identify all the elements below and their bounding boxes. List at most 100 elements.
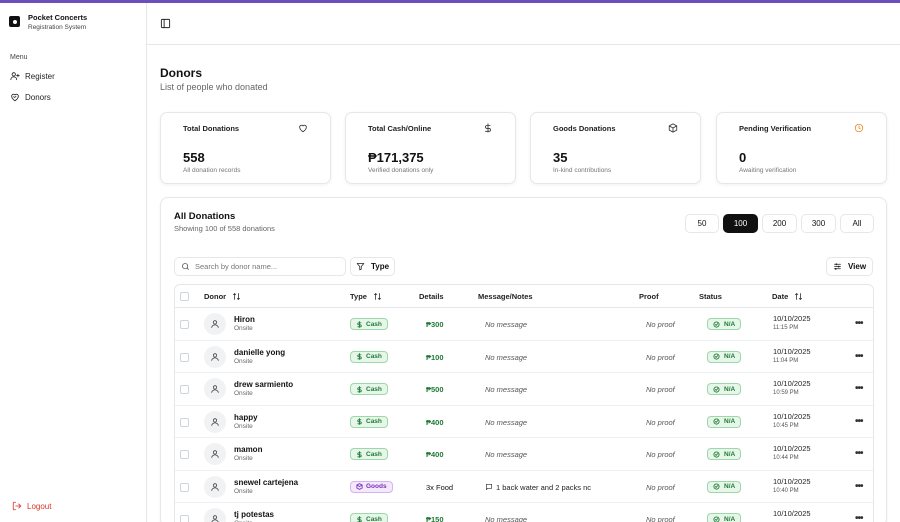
stat-value: 0 <box>739 150 747 165</box>
table-row[interactable]: danielle yong Onsite Cash ₱100 No message No … <box>175 341 873 373</box>
donation-date: 10/10/2025 <box>773 314 811 323</box>
donation-message: No message <box>485 320 528 329</box>
page-size-all-button[interactable]: All <box>840 214 874 233</box>
table-row[interactable]: mamon Onsite Cash ₱400 No message No proof N/A… <box>175 438 873 471</box>
message-icon <box>486 484 492 490</box>
column-header-donor[interactable]: Donor <box>204 292 241 301</box>
view-options-button[interactable]: View <box>826 257 873 276</box>
type-label: Cash <box>366 320 382 328</box>
dollar-icon <box>357 418 362 425</box>
donor-source: Onsite <box>234 325 253 332</box>
page-size-100-button[interactable]: 100 <box>723 214 758 233</box>
proof-status: No proof <box>646 482 675 492</box>
stat-value: 558 <box>183 150 205 165</box>
app-subtitle: Registration System <box>28 24 87 31</box>
table-row[interactable]: snewel cartejena Onsite Goods 3x Food 1 back… <box>175 471 873 503</box>
table-row[interactable]: drew sarmiento Onsite Cash ₱500 No message No… <box>175 373 873 406</box>
row-checkbox[interactable] <box>180 385 189 394</box>
row-checkbox[interactable] <box>180 450 189 459</box>
row-checkbox[interactable] <box>180 352 189 362</box>
check-circle-icon <box>713 515 720 522</box>
panel-subtitle: Showing 100 of 558 donations <box>174 224 275 233</box>
row-checkbox[interactable] <box>180 320 189 329</box>
column-label: Details <box>419 292 444 301</box>
user-icon <box>211 385 219 393</box>
row-checkbox[interactable] <box>180 515 189 522</box>
column-label: Type <box>350 292 367 301</box>
type-label: Cash <box>366 418 382 425</box>
search-icon <box>182 263 189 270</box>
column-header-type[interactable]: Type <box>350 292 382 301</box>
type-label: Cash <box>366 353 382 360</box>
column-header-status: Status <box>699 292 722 301</box>
page-size-300-button[interactable]: 300 <box>801 214 836 233</box>
table-row[interactable]: Hiron Onsite Cash ₱300 No message No proof N/A… <box>175 308 873 341</box>
donor-source: Onsite <box>234 455 253 462</box>
donation-message: No message <box>485 352 528 362</box>
user-icon <box>211 417 219 426</box>
donation-date: 10/10/2025 <box>773 379 811 388</box>
clock-icon <box>854 123 864 133</box>
sort-icon <box>795 292 803 301</box>
donation-message: No message <box>485 417 528 427</box>
more-actions-icon[interactable]: ••• <box>855 350 863 362</box>
search-input[interactable] <box>195 262 335 271</box>
type-badge: Cash <box>350 513 388 522</box>
check-circle-icon <box>713 418 720 425</box>
more-actions-icon[interactable]: ••• <box>855 480 863 492</box>
column-label: Proof <box>639 292 659 301</box>
avatar <box>204 378 226 400</box>
more-actions-icon[interactable]: ••• <box>855 318 863 329</box>
donation-message: No message <box>485 450 528 459</box>
type-badge: Cash <box>350 383 388 395</box>
menu-label: Menu <box>10 54 28 61</box>
column-header-details: Details <box>419 292 444 301</box>
all-donations-panel: All Donations Showing 100 of 558 donatio… <box>160 197 887 522</box>
sort-icon <box>374 292 381 301</box>
logout-icon <box>12 501 22 511</box>
select-all-checkbox[interactable] <box>180 292 189 301</box>
search-box[interactable] <box>174 257 346 276</box>
more-actions-icon[interactable]: ••• <box>855 415 863 427</box>
dollar-icon <box>357 515 362 522</box>
more-actions-icon[interactable]: ••• <box>855 448 863 459</box>
sidebar-item-label: Register <box>25 71 55 81</box>
row-checkbox[interactable] <box>180 482 189 492</box>
more-actions-icon[interactable]: ••• <box>855 383 863 394</box>
table-row[interactable]: happy Onsite Cash ₱400 No message No proof N/A… <box>175 406 873 438</box>
page-size-200-button[interactable]: 200 <box>762 214 797 233</box>
check-circle-icon <box>713 320 720 328</box>
type-label: Cash <box>366 450 382 458</box>
status-badge: N/A <box>707 415 742 428</box>
proof-status: No proof <box>646 515 675 522</box>
brand[interactable]: Pocket Concerts Registration System <box>9 13 87 32</box>
table-header: Donor Type Details Message/Notes Proof S… <box>175 285 873 308</box>
dollar-icon <box>485 123 491 133</box>
stat-value: 35 <box>553 150 568 165</box>
more-actions-icon[interactable]: ••• <box>855 513 863 522</box>
donation-date: 10/10/2025 <box>773 444 811 453</box>
donor-source: Onsite <box>234 422 253 430</box>
donor-name: drew sarmiento <box>234 380 294 389</box>
table-row[interactable]: tj potestasOnsite Cash ₱150 No message No pr… <box>175 503 873 522</box>
page-size-50-button[interactable]: 50 <box>685 214 719 233</box>
view-label: View <box>847 262 867 271</box>
row-checkbox[interactable] <box>180 417 189 427</box>
avatar <box>204 345 226 368</box>
stat-caption: Awaiting verification <box>739 167 797 174</box>
sidebar-item-donors[interactable]: Donors <box>10 92 51 102</box>
type-label: Goods <box>366 483 387 490</box>
sidebar: Pocket Concerts Registration System Menu… <box>0 3 147 522</box>
logout-button[interactable]: Logout <box>12 501 51 511</box>
type-filter-button[interactable]: Type <box>350 257 395 276</box>
check-circle-icon <box>713 353 720 360</box>
user-plus-icon <box>10 72 20 81</box>
column-label: Donor <box>204 292 227 301</box>
sidebar-item-register[interactable]: Register <box>10 71 55 81</box>
heart-handshake-icon <box>11 93 19 102</box>
sidebar-toggle-icon[interactable] <box>160 18 171 29</box>
donor-name: happy <box>234 412 258 422</box>
stat-caption: In-kind contributions <box>553 167 612 174</box>
column-header-date[interactable]: Date <box>772 292 803 301</box>
column-label: Message/Notes <box>478 292 533 301</box>
